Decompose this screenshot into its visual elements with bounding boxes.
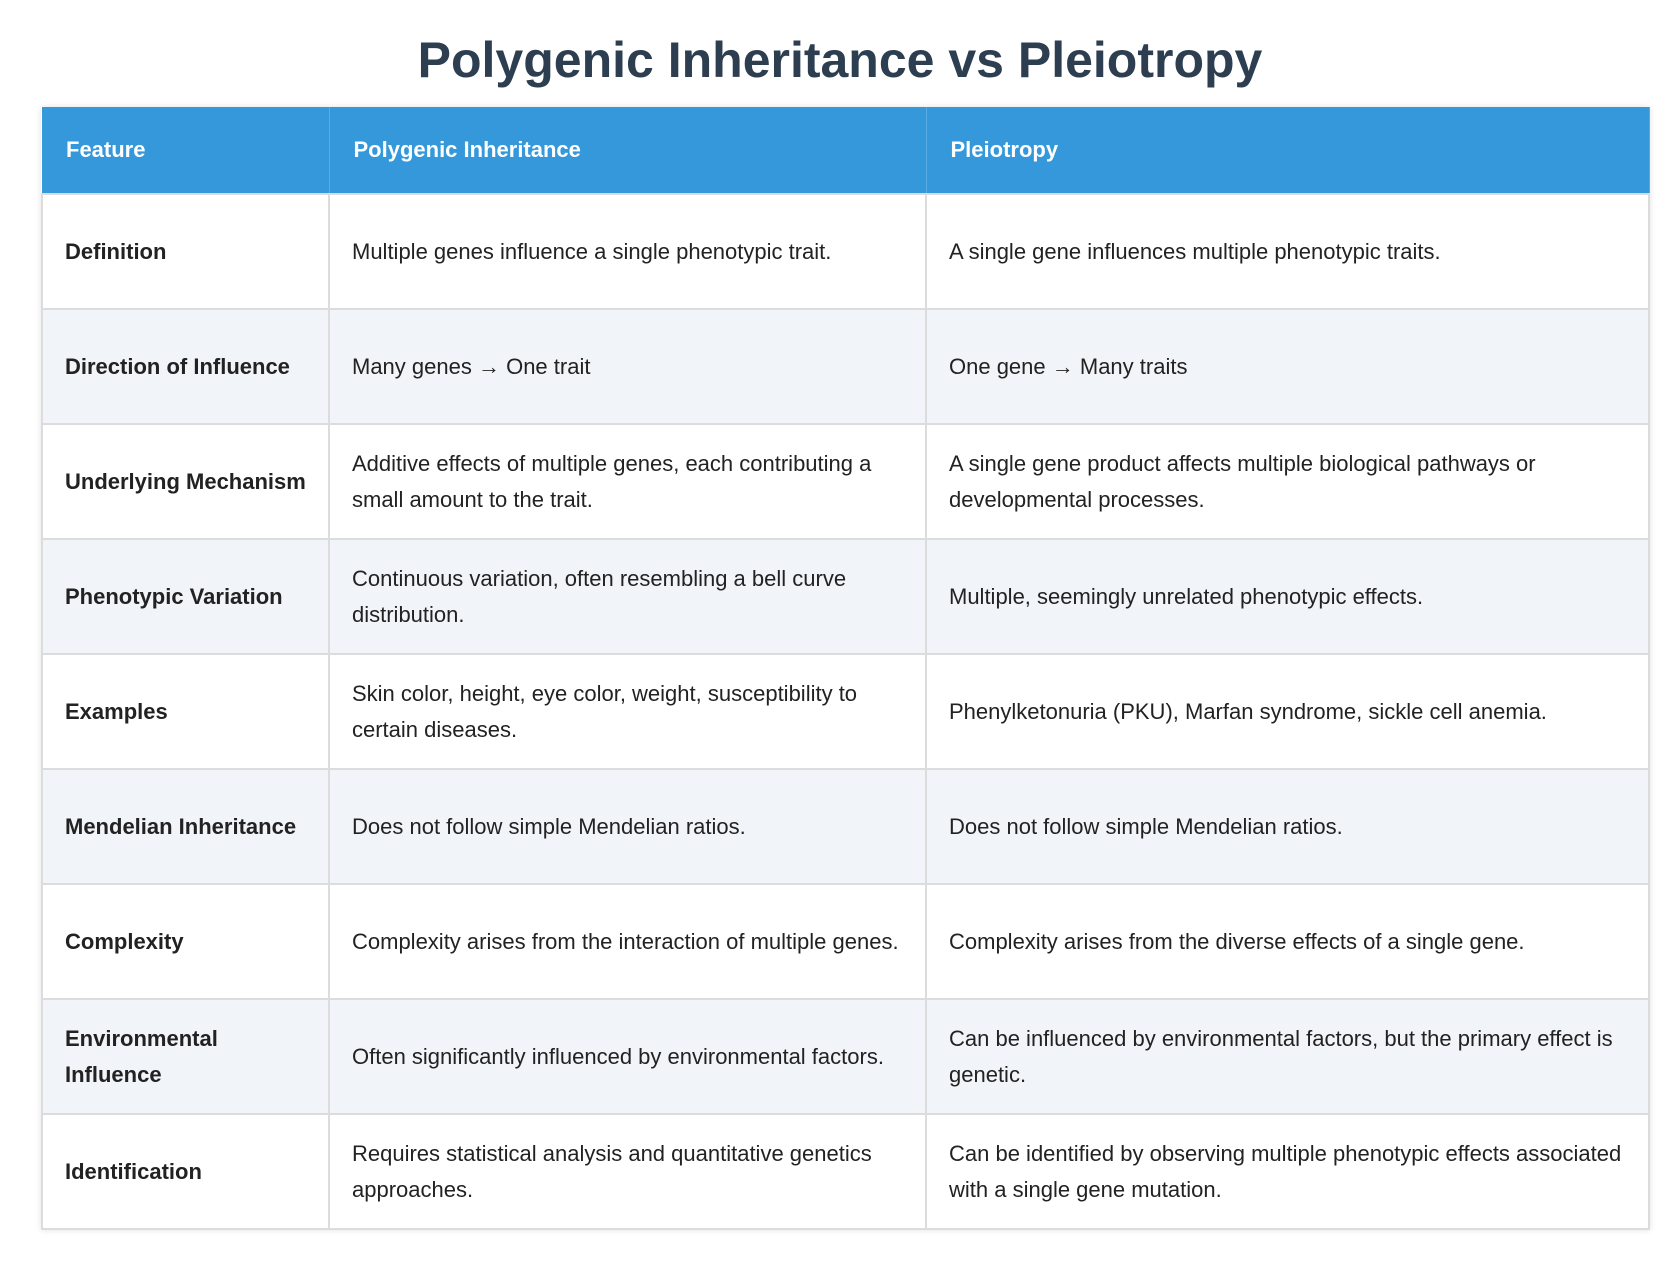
feature-cell: Underlying Mechanism	[41, 423, 330, 540]
polygenic-cell: Requires statistical analysis and quanti…	[328, 1113, 927, 1230]
pleiotropy-cell: Multiple, seemingly unrelated phenotypic…	[925, 538, 1650, 655]
feature-cell: Mendelian Inheritance	[41, 768, 330, 885]
feature-cell: Direction of Influence	[41, 308, 330, 425]
pleiotropy-cell: One gene → Many traits	[925, 308, 1650, 425]
pleiotropy-cell: A single gene influences multiple phenot…	[925, 193, 1650, 310]
polygenic-cell: Skin color, height, eye color, weight, s…	[328, 653, 927, 770]
table-row: Definition Multiple genes influence a sin…	[41, 193, 1650, 310]
pleiotropy-cell: Can be identified by observing multiple …	[925, 1113, 1650, 1230]
feature-cell: Environmental Influence	[41, 998, 330, 1115]
polygenic-cell: Does not follow simple Mendelian ratios.	[328, 768, 927, 885]
feature-cell: Phenotypic Variation	[41, 538, 330, 655]
polygenic-cell: Complexity arises from the interaction o…	[328, 883, 927, 1000]
header-pleiotropy: Pleiotropy	[926, 107, 1650, 194]
feature-cell: Complexity	[41, 883, 330, 1000]
feature-cell: Definition	[41, 193, 330, 310]
table-row: Environmental Influence Often significant…	[41, 998, 1650, 1115]
feature-cell: Examples	[41, 653, 330, 770]
table-row: Complexity Complexity arises from the int…	[41, 883, 1650, 1000]
pleiotropy-cell: Phenylketonuria (PKU), Marfan syndrome, …	[925, 653, 1650, 770]
pleiotropy-cell: Complexity arises from the diverse effec…	[925, 883, 1650, 1000]
comparison-table: Feature Polygenic Inheritance Pleiotropy…	[41, 107, 1650, 1230]
table-row: Identification Requires statistical analy…	[41, 1113, 1650, 1230]
polygenic-cell: Continuous variation, often resembling a…	[328, 538, 927, 655]
page-title: Polygenic Inheritance vs Pleiotropy	[417, 32, 1263, 88]
feature-cell: Identification	[41, 1113, 330, 1230]
table-row: Direction of Influence Many genes → One t…	[41, 308, 1650, 425]
polygenic-cell: Often significantly influenced by enviro…	[328, 998, 927, 1115]
table-row: Mendelian Inheritance Does not follow sim…	[41, 768, 1650, 885]
header-polygenic: Polygenic Inheritance	[329, 107, 927, 194]
header-feature: Feature	[42, 107, 330, 194]
table-row: Underlying Mechanism Additive effects of …	[41, 423, 1650, 540]
polygenic-cell: Multiple genes influence a single phenot…	[328, 193, 927, 310]
pleiotropy-cell: Does not follow simple Mendelian ratios.	[925, 768, 1650, 885]
polygenic-cell: Many genes → One trait	[328, 308, 927, 425]
table-row: Phenotypic Variation Continuous variation…	[41, 538, 1650, 655]
header-row: Feature Polygenic Inheritance Pleiotropy	[42, 107, 1650, 194]
pleiotropy-cell: Can be influenced by environmental facto…	[925, 998, 1650, 1115]
pleiotropy-cell: A single gene product affects multiple b…	[925, 423, 1650, 540]
polygenic-cell: Additive effects of multiple genes, each…	[328, 423, 927, 540]
table-row: Examples Skin color, height, eye color, w…	[41, 653, 1650, 770]
